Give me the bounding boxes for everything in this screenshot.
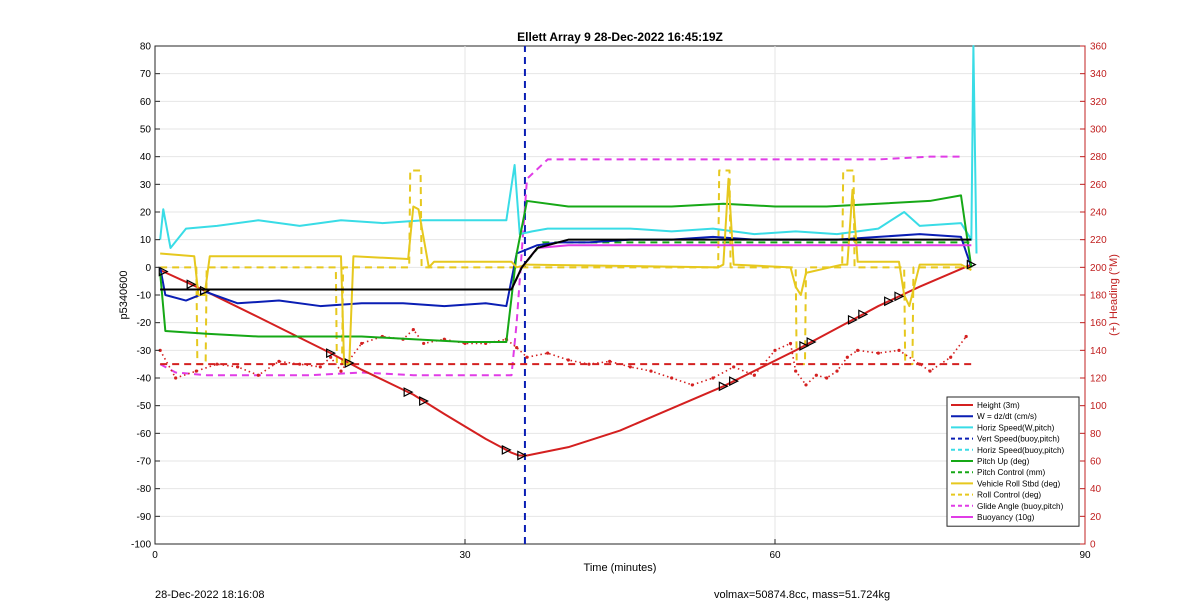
y-tick-label-right: 360 xyxy=(1090,42,1107,53)
height-marker xyxy=(966,259,977,270)
y-tick-label-right: 200 xyxy=(1090,263,1107,274)
y-tick-label-left: 40 xyxy=(140,152,152,163)
height-marker xyxy=(344,358,355,369)
height-marker xyxy=(158,266,169,277)
y-tick-label-right: 180 xyxy=(1090,291,1107,302)
y-tick-label-right: 300 xyxy=(1090,125,1107,136)
series-point-heading xyxy=(360,341,364,346)
series-line-height-3m xyxy=(159,263,972,457)
y-tick-label-left: -100 xyxy=(131,540,151,551)
y-tick-label-left: -30 xyxy=(137,346,152,357)
height-marker xyxy=(806,337,817,348)
height-marker xyxy=(419,396,430,407)
y-tick-label-left: -10 xyxy=(137,291,152,302)
legend-label: Roll Control (deg) xyxy=(977,491,1041,500)
legend-label: Vert Speed(buoy,pitch) xyxy=(977,435,1060,444)
height-marker xyxy=(326,348,337,359)
y-tick-label-left: -70 xyxy=(137,457,152,468)
legend-label: Horiz Speed(buoy,pitch) xyxy=(977,446,1064,455)
y-tick-label-left: 80 xyxy=(140,42,152,53)
legend-label: Pitch Up (deg) xyxy=(977,457,1030,466)
y-axis-label-left: p5340600 xyxy=(118,271,130,320)
y-tick-label-right: 280 xyxy=(1090,152,1107,163)
y-tick-label-left: 70 xyxy=(140,69,152,80)
legend-label: Glide Angle (buoy,pitch) xyxy=(977,502,1064,511)
footer-volmax-mass: volmax=50874.8cc, mass=51.724kg xyxy=(714,589,891,601)
x-tick-label: 30 xyxy=(459,550,471,561)
y-tick-label-left: 50 xyxy=(140,125,152,136)
series-point-heading xyxy=(546,351,550,355)
height-marker xyxy=(729,376,740,387)
height-marker xyxy=(847,314,858,325)
series-line-roll-control-deg xyxy=(160,169,972,366)
ticks-layer: 0 30 60 90-100-90-80-70-60-50-40-30-20-1001… xyxy=(131,42,1107,562)
y-tick-label-left: -60 xyxy=(137,429,152,440)
legend-label: Horiz Speed(W,pitch) xyxy=(977,423,1055,432)
height-marker xyxy=(799,340,810,351)
series-line-horiz-speed-w-pitch xyxy=(159,45,978,254)
legend: Height (3m) W = dz/dt (cm/s) Horiz Speed(W… xyxy=(946,396,1080,527)
series-line-glide-angle-buoy-pitch xyxy=(159,155,961,377)
y-tick-label-right: 140 xyxy=(1090,346,1107,357)
y-tick-label-right: 80 xyxy=(1090,429,1102,440)
chart-title: Ellett Array 9 28-Dec-2022 16:45:19Z xyxy=(517,30,723,44)
y-tick-label-right: 240 xyxy=(1090,208,1107,219)
y-tick-label-right: 220 xyxy=(1090,235,1107,246)
legend-label: W = dz/dt (cm/s) xyxy=(977,412,1037,421)
y-tick-label-left: -50 xyxy=(137,401,152,412)
y-tick-label-right: 120 xyxy=(1090,374,1107,385)
y-tick-label-left: 30 xyxy=(140,180,152,191)
height-marker xyxy=(403,387,414,398)
legend-label: Vehicle Roll Stbd (deg) xyxy=(977,479,1061,488)
y-tick-label-right: 260 xyxy=(1090,180,1107,191)
series-point-heading xyxy=(964,334,968,339)
series-point-heading xyxy=(628,365,632,369)
height-marker xyxy=(718,381,729,392)
legend-label: Height (3m) xyxy=(977,401,1020,410)
y-tick-label-left: -90 xyxy=(137,512,152,523)
grid xyxy=(155,46,1085,544)
y-tick-label-left: 10 xyxy=(140,235,152,246)
height-marker xyxy=(186,279,197,290)
height-marker xyxy=(884,296,895,307)
y-tick-label-left: -80 xyxy=(137,484,152,495)
y-tick-label-right: 40 xyxy=(1090,484,1102,495)
legend-label: Pitch Control (mm) xyxy=(977,468,1046,477)
series-layer xyxy=(158,45,978,544)
height-marker xyxy=(501,444,512,455)
x-tick-label: 90 xyxy=(1079,550,1091,561)
y-tick-label-right: 0 xyxy=(1090,540,1096,551)
height-marker xyxy=(894,291,905,302)
y-tick-label-left: -40 xyxy=(137,374,152,385)
y-tick-label-right: 100 xyxy=(1090,401,1107,412)
series-line-vehicle-roll-stbd-deg xyxy=(160,177,972,366)
height-marker xyxy=(858,309,869,320)
y-tick-label-left: 60 xyxy=(140,97,152,108)
series-point-heading xyxy=(215,362,219,366)
height-marker xyxy=(200,285,210,296)
y-tick-label-right: 340 xyxy=(1090,69,1107,80)
legend-label: Buoyancy (10g) xyxy=(977,513,1035,522)
y-axis-label-right: (+) Heading (°M) xyxy=(1108,254,1120,336)
series-line-pitch-up-deg xyxy=(159,194,973,344)
y-tick-label-left: 0 xyxy=(145,263,151,274)
y-tick-label-left: 20 xyxy=(140,208,152,219)
series-line-vbd-10-cc xyxy=(160,238,972,291)
y-tick-label-right: 60 xyxy=(1090,457,1102,468)
height-marker xyxy=(517,450,528,461)
y-tick-label-right: 20 xyxy=(1090,512,1102,523)
footer-timestamp: 28-Dec-2022 18:16:08 xyxy=(155,589,265,601)
y-tick-label-right: 160 xyxy=(1090,318,1107,329)
y-tick-label-right: 320 xyxy=(1090,97,1107,108)
x-axis-label: Time (minutes) xyxy=(584,562,657,574)
y-tick-label-left: -20 xyxy=(137,318,152,329)
x-tick-label: 60 xyxy=(769,550,781,561)
x-tick-label: 0 xyxy=(152,550,158,561)
